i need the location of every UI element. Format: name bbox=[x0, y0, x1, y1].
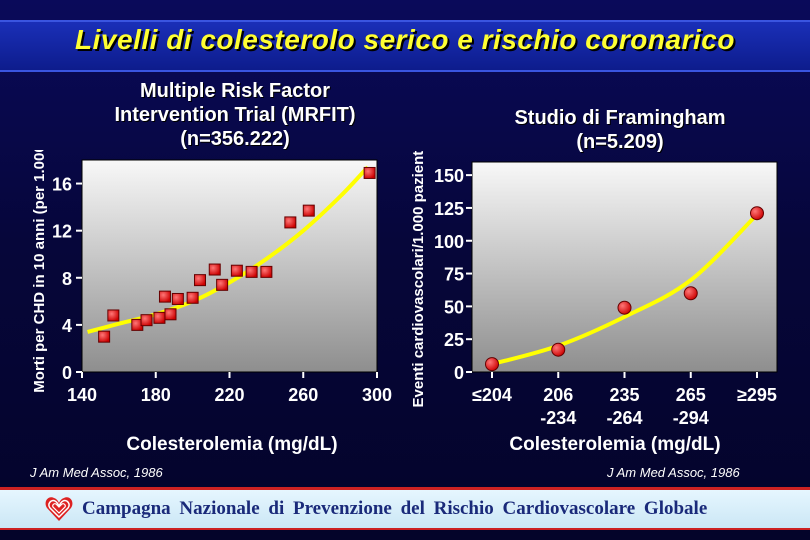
framingham-chart: 0 25 50 75 100 125 150 ≤204 206 -234 235 -264 265 -2… bbox=[410, 150, 778, 455]
left-data-point bbox=[171, 292, 184, 305]
left-data-point bbox=[208, 263, 221, 276]
right-chart-heading: Studio di Framingham (n=5.209) bbox=[470, 106, 770, 154]
left-x-tick-label: 220 bbox=[214, 385, 244, 405]
footer-band: Campagna Nazionale di Prevenzione del Ri… bbox=[0, 487, 810, 530]
right-y-tick-label: 150 bbox=[434, 166, 464, 186]
left-y-tick-label: 4 bbox=[62, 316, 72, 336]
left-heading-line1: Multiple Risk Factor bbox=[139, 80, 331, 102]
right-x-tick-label: 265 bbox=[676, 385, 706, 405]
left-heading-line2: Intervention Trial (MRFIT) bbox=[114, 104, 356, 126]
left-x-tick-label: 300 bbox=[362, 385, 392, 405]
right-y-tick-label: 75 bbox=[444, 265, 464, 285]
right-y-axis-label: Eventi cardiovascolari/1.000 pazienti bbox=[410, 150, 427, 407]
right-x-tick-label: 206 bbox=[543, 385, 573, 405]
right-x-axis-label: Colesterolemia (mg/dL) bbox=[509, 434, 720, 455]
left-data-point bbox=[186, 291, 199, 304]
left-data-point bbox=[216, 278, 229, 291]
left-y-tick-label: 12 bbox=[52, 222, 72, 242]
right-data-point bbox=[551, 342, 566, 357]
left-data-point bbox=[363, 166, 376, 179]
left-x-axis-label: Colesterolemia (mg/dL) bbox=[126, 434, 337, 455]
left-x-tick-label: 180 bbox=[141, 385, 171, 405]
right-x-tick-label-line2: -294 bbox=[673, 408, 709, 428]
left-x-tick-label: 140 bbox=[67, 385, 97, 405]
right-heading-line2: (n=5.209) bbox=[576, 131, 664, 153]
left-y-axis-label: Morti per CHD in 10 anni (per 1.000) bbox=[31, 150, 48, 393]
left-data-point bbox=[230, 264, 243, 277]
right-x-tick-label-line2: -264 bbox=[606, 408, 642, 428]
right-y-tick-label: 125 bbox=[434, 199, 464, 219]
right-x-tick-label: ≥295 bbox=[737, 385, 777, 405]
left-y-tick-label: 0 bbox=[62, 363, 72, 383]
left-data-point bbox=[245, 265, 258, 278]
right-data-point bbox=[750, 206, 764, 221]
right-x-tick-label: 235 bbox=[609, 385, 639, 405]
left-data-point bbox=[194, 274, 206, 287]
left-data-point bbox=[302, 204, 315, 217]
left-data-point bbox=[158, 290, 171, 303]
left-data-point bbox=[107, 309, 120, 322]
right-x-tick-label: ≤204 bbox=[472, 385, 512, 405]
footer-campaign-text: Campagna Nazionale di Prevenzione del Ri… bbox=[82, 498, 708, 519]
left-y-tick-label: 16 bbox=[52, 175, 72, 195]
right-y-tick-label: 100 bbox=[434, 232, 464, 252]
left-data-point bbox=[98, 330, 111, 343]
title-band bbox=[0, 20, 810, 72]
left-trend-curve bbox=[87, 165, 370, 334]
right-data-point bbox=[485, 357, 499, 372]
left-reference: J Am Med Assoc, 1986 bbox=[30, 465, 163, 480]
left-data-point bbox=[153, 311, 166, 324]
right-heading-line1: Studio di Framingham bbox=[514, 107, 726, 129]
right-y-tick-label: 25 bbox=[444, 330, 464, 350]
slide-title: Livelli di colesterolo serico e rischio … bbox=[75, 24, 735, 55]
right-trend-curve bbox=[491, 213, 759, 367]
left-chart-heading: Multiple Risk Factor Intervention Trial … bbox=[70, 79, 400, 151]
left-y-tick-label: 8 bbox=[62, 269, 72, 289]
heart-logo-icon bbox=[45, 497, 73, 521]
left-data-point bbox=[164, 308, 177, 321]
right-x-tick-label-line2: -234 bbox=[540, 408, 576, 428]
right-plot-area bbox=[471, 161, 778, 373]
right-y-tick-label: 0 bbox=[454, 363, 464, 383]
left-x-tick-label: 260 bbox=[288, 385, 318, 405]
right-reference: J Am Med Assoc, 1986 bbox=[607, 465, 740, 480]
left-data-point bbox=[284, 216, 297, 229]
left-data-point bbox=[140, 314, 153, 327]
left-data-point bbox=[260, 265, 273, 278]
right-data-point bbox=[683, 286, 698, 301]
mrfit-chart: 0 4 8 12 16 140 180 220 260 300 Morti per CHD in… bbox=[31, 150, 392, 455]
right-data-point bbox=[617, 300, 632, 315]
left-plot-area bbox=[81, 159, 378, 373]
left-heading-line3: (n=356.222) bbox=[180, 128, 290, 150]
right-y-tick-label: 50 bbox=[444, 297, 464, 317]
